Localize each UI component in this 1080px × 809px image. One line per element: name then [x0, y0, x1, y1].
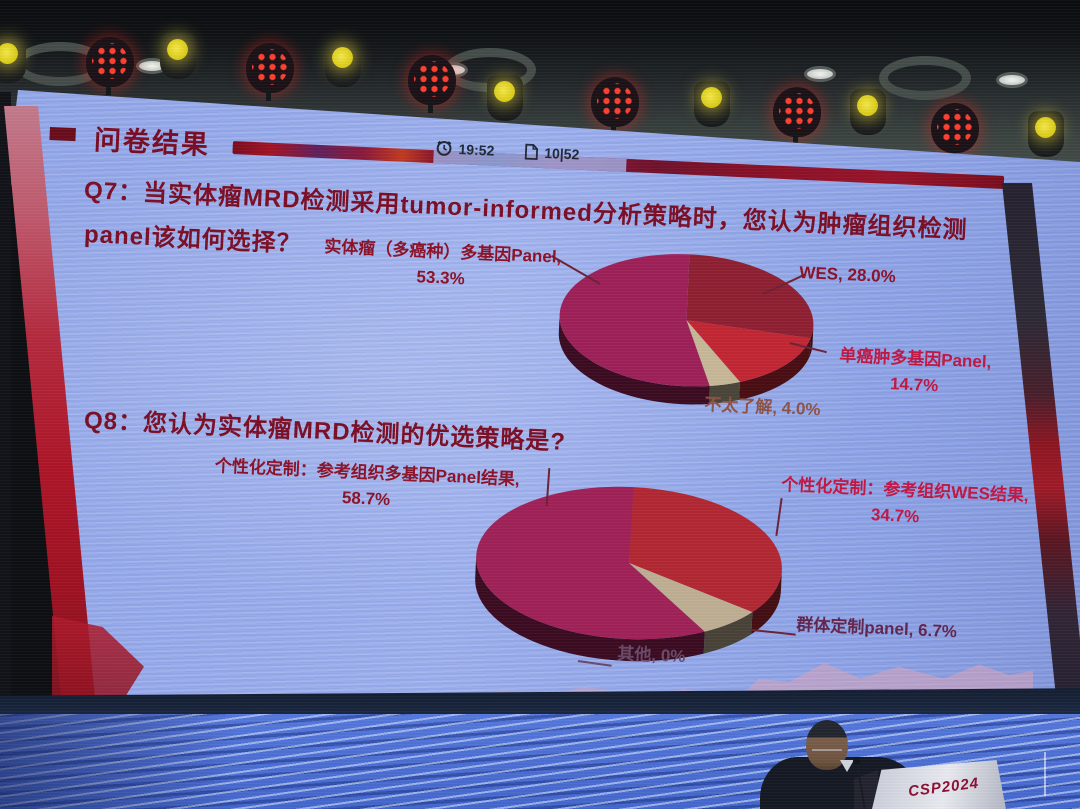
stage-light-yellow-icon [0, 37, 26, 83]
downlight-icon [804, 66, 836, 82]
stage-light-red-icon [773, 87, 821, 145]
stage-light-yellow-icon [850, 89, 886, 135]
stage-light-red-icon [86, 37, 134, 95]
stage-light-yellow-icon [160, 33, 196, 79]
clock-icon [435, 139, 453, 157]
stage-light-red-icon [931, 103, 979, 161]
slide-title: 问卷结果 [93, 124, 211, 161]
timer-value: 19:52 [458, 140, 495, 159]
q7-callout-unknown: 不太了解, 4.0% [704, 394, 821, 420]
q7-callout-wes: WES, 28.0% [799, 262, 897, 287]
ceiling-ring-light-icon [879, 56, 971, 100]
stage-light-red-icon [246, 43, 294, 101]
speaker-glasses [812, 744, 842, 751]
speaker-collar [840, 760, 854, 772]
q8-callout-other: 其他, 0% [617, 643, 686, 667]
stage-light-yellow-icon [325, 41, 361, 87]
q7-callout-single-panel: 单癌肿多基因Panel, 14.7% [838, 345, 992, 396]
stage-left-edge [0, 92, 11, 710]
stage-light-red-icon [408, 55, 456, 113]
q8-callout-wes-based: 个性化定制：参考组织WES结果, 34.7% [781, 474, 1030, 527]
document-icon [524, 143, 539, 161]
q7-pie-chart [558, 254, 814, 405]
stage-light-yellow-icon [694, 81, 730, 127]
downlight-icon [996, 72, 1028, 88]
stage-light-yellow-icon [487, 75, 523, 121]
title-bullet [49, 127, 76, 142]
stage-light-red-icon [591, 77, 639, 135]
q7-callout-multi-panel: 实体瘤（多癌种）多基因Panel, 53.3% [324, 236, 562, 289]
q8-pie-chart [475, 486, 782, 662]
stand-highlight [1044, 752, 1046, 796]
presentation-timer: 19:52 10|52 [435, 139, 580, 163]
page-counter: 10|52 [543, 144, 580, 163]
stage-light-yellow-icon [1028, 111, 1064, 157]
